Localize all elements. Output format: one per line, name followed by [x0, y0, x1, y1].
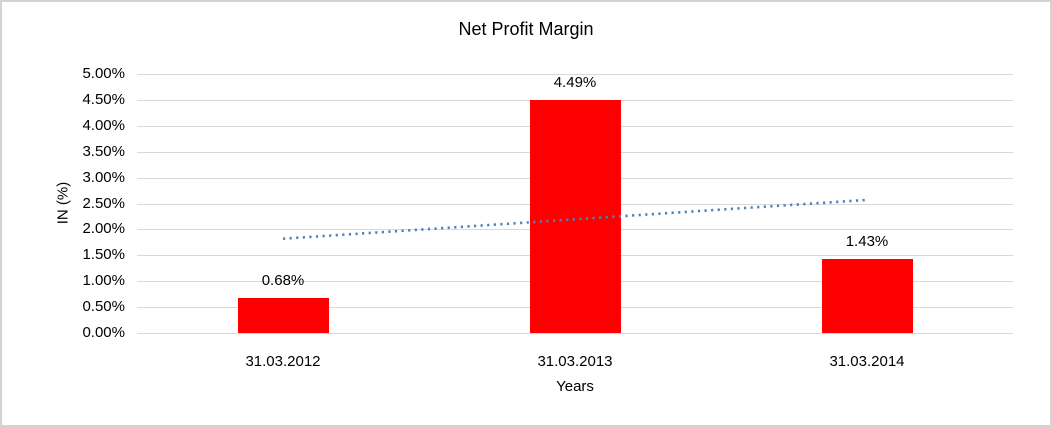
x-category-label: 31.03.2013: [537, 353, 613, 370]
chart-title: Net Profit Margin: [458, 19, 594, 39]
y-tick-label: 3.50%: [82, 143, 125, 160]
y-tick-label: 2.50%: [82, 195, 125, 212]
y-tick-label: 2.00%: [82, 220, 125, 237]
x-category-label: 31.03.2012: [245, 353, 321, 370]
data-label: 4.49%: [553, 74, 597, 91]
y-tick-label: 4.50%: [82, 91, 125, 108]
bar-31.03.2012: [238, 298, 329, 333]
y-tick-label: 3.00%: [82, 169, 125, 186]
y-tick-label: 5.00%: [82, 65, 125, 82]
y-tick-label: 1.50%: [82, 246, 125, 263]
y-tick-label: 1.00%: [82, 272, 125, 289]
bar-31.03.2013: [530, 100, 621, 333]
x-axis-title: Years: [556, 378, 594, 395]
data-label: 1.43%: [845, 233, 889, 250]
gridline: [137, 74, 1013, 75]
y-tick-label: 4.00%: [82, 117, 125, 134]
bar-31.03.2014: [822, 259, 913, 333]
y-tick-label: 0.50%: [82, 298, 125, 315]
data-label: 0.68%: [261, 272, 305, 289]
x-category-label: 31.03.2014: [829, 353, 905, 370]
gridline: [137, 333, 1013, 334]
y-tick-label: 0.00%: [82, 324, 125, 341]
